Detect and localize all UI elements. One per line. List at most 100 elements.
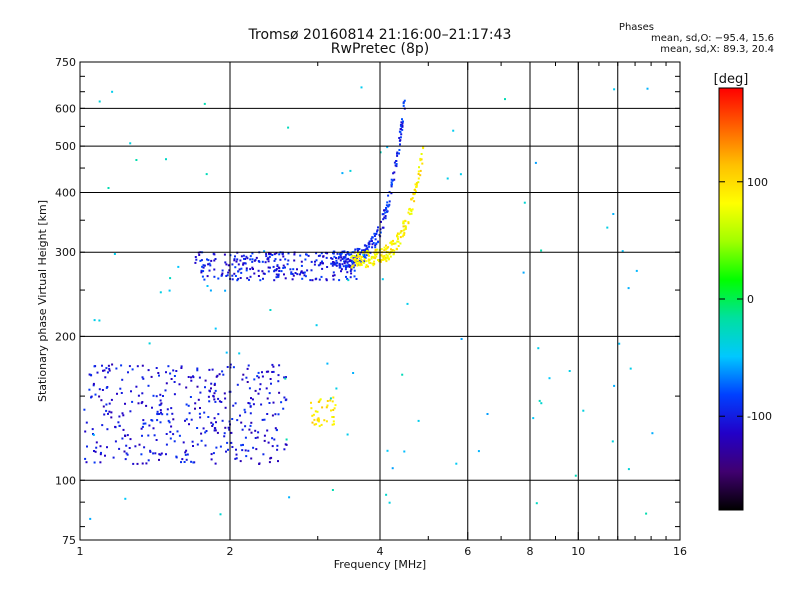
data-point [318, 418, 320, 421]
data-point [212, 423, 214, 426]
data-point [404, 220, 407, 223]
data-point [401, 122, 404, 125]
data-point [204, 444, 207, 447]
data-point [189, 396, 192, 398]
data-point [353, 264, 356, 267]
data-point [209, 264, 212, 267]
data-point [277, 460, 279, 463]
data-point [385, 244, 387, 247]
data-point [284, 399, 287, 402]
data-point [176, 430, 179, 433]
data-point [257, 376, 260, 379]
data-point [369, 251, 372, 254]
data-point [294, 272, 297, 274]
data-point [534, 161, 537, 164]
data-point [612, 213, 615, 215]
data-point [99, 445, 102, 448]
data-point [257, 371, 260, 374]
data-point [107, 412, 109, 415]
data-point [381, 278, 384, 281]
data-point [380, 254, 383, 257]
data-point [142, 422, 145, 425]
data-point [344, 264, 347, 267]
data-point [419, 169, 422, 172]
data-point [285, 438, 288, 441]
data-point [402, 102, 405, 105]
data-point [326, 404, 329, 407]
data-point [262, 453, 265, 456]
data-point [92, 433, 95, 436]
data-point [104, 454, 106, 457]
data-point [401, 125, 404, 128]
data-point [420, 153, 423, 155]
data-point [108, 410, 111, 413]
data-point [397, 245, 400, 247]
data-point [347, 257, 350, 260]
data-point [296, 273, 299, 276]
data-point [107, 364, 110, 367]
data-point [390, 185, 393, 188]
data-point [267, 441, 270, 444]
data-point [276, 264, 279, 267]
data-point [352, 372, 355, 374]
data-point [271, 363, 274, 366]
data-point [374, 246, 377, 249]
data-point [225, 275, 228, 277]
data-point [368, 254, 370, 257]
data-point [311, 421, 314, 424]
data-point [319, 261, 322, 264]
data-point [316, 410, 319, 413]
colorbar-tick-label: 100 [747, 176, 768, 189]
data-point [152, 452, 155, 455]
data-point [319, 398, 322, 401]
data-point [212, 395, 215, 398]
data-point [250, 431, 253, 434]
data-point [349, 276, 352, 279]
data-point [274, 258, 277, 261]
data-point [404, 227, 407, 230]
data-point [375, 243, 378, 246]
data-point [373, 232, 376, 235]
data-point [393, 171, 396, 174]
data-point [220, 274, 223, 277]
data-point [194, 402, 197, 405]
data-point [372, 256, 375, 259]
data-point [338, 262, 341, 265]
data-point [241, 378, 244, 381]
data-point [247, 364, 250, 367]
data-point [190, 376, 192, 379]
data-point [304, 258, 307, 261]
data-point [334, 262, 337, 265]
data-point [149, 450, 152, 453]
data-point [165, 158, 167, 161]
data-point [230, 431, 233, 434]
data-point [352, 258, 355, 261]
data-point [339, 265, 342, 268]
data-point [248, 402, 251, 405]
data-point [237, 270, 240, 273]
data-point [207, 259, 210, 262]
data-point [384, 211, 387, 214]
data-point [239, 414, 241, 417]
data-point [276, 444, 279, 447]
data-point [401, 118, 403, 121]
data-point [271, 254, 274, 256]
data-point [246, 257, 249, 260]
data-point [236, 383, 239, 386]
data-point [403, 99, 406, 102]
data-point [410, 198, 413, 201]
data-point [127, 371, 129, 374]
data-point [225, 351, 228, 354]
data-point [348, 265, 351, 268]
data-point [203, 278, 206, 281]
data-point [373, 260, 376, 263]
data-point [371, 262, 374, 265]
data-point [390, 192, 393, 195]
data-point [341, 258, 344, 260]
data-point [129, 410, 132, 413]
data-point [318, 399, 321, 402]
data-point [236, 258, 239, 261]
data-point [393, 249, 396, 252]
data-point [315, 324, 318, 327]
data-point [200, 259, 203, 262]
